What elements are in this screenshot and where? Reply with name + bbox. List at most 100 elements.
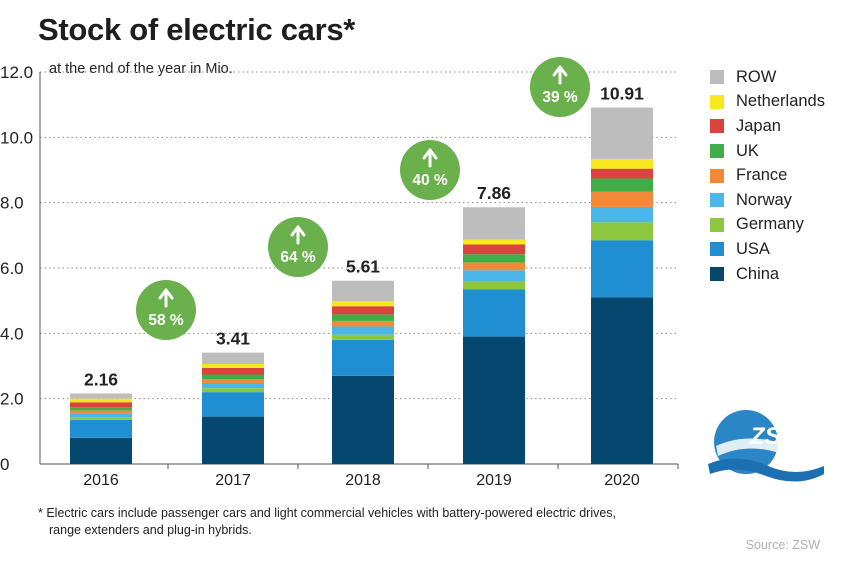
bar-segment-uk-2019 [463, 254, 525, 263]
bar-segment-china-2018 [332, 375, 394, 464]
bar-segment-row-2020 [591, 107, 653, 159]
bar-segment-uk-2016 [70, 407, 132, 411]
legend-label-japan: Japan [736, 116, 781, 135]
growth-badge [136, 280, 196, 340]
zsw-logo-wave-light [716, 438, 822, 458]
y-tick-label: 8.0 [0, 194, 24, 213]
bar-segment-usa-2018 [332, 339, 394, 376]
bar-segment-china-2020 [591, 297, 653, 464]
y-tick-label: 0 [0, 455, 9, 474]
bar-segment-row-2018 [332, 280, 394, 302]
growth-badge-label: 39 % [542, 89, 578, 106]
growth-badge [400, 140, 460, 200]
y-tick-label: 6.0 [0, 259, 24, 278]
bar-segment-france-2020 [591, 191, 653, 207]
y-tick-label: 12.0 [0, 63, 33, 82]
legend-item-usa: USA [710, 237, 825, 262]
bar-segment-china-2016 [70, 437, 132, 464]
legend-swatch-germany [710, 217, 724, 232]
bar-segment-uk-2017 [202, 374, 264, 380]
bar-segment-germany-2020 [591, 222, 653, 241]
bar-segment-china-2019 [463, 336, 525, 464]
legend-item-china: China [710, 262, 825, 287]
zsw-logo-text: ZSW [749, 423, 806, 450]
legend-swatch-row [710, 70, 724, 85]
x-tick-label: 2016 [83, 472, 119, 489]
growth-badge-label: 58 % [148, 312, 184, 329]
bar-segment-japan-2017 [202, 367, 264, 375]
growth-badge [530, 57, 590, 117]
total-label-2018: 5.61 [346, 257, 380, 277]
source-note: Source: ZSW [745, 538, 820, 552]
legend-label-netherlands: Netherlands [736, 92, 825, 111]
bar-segment-france-2018 [332, 320, 394, 327]
bar-segment-row-2019 [463, 207, 525, 240]
y-tick-label: 2.0 [0, 390, 24, 409]
footnote-line-2: range extenders and plug-in hybrids. [49, 523, 252, 537]
legend-swatch-japan [710, 119, 724, 134]
legend-label-usa: USA [736, 239, 770, 258]
bar-segment-norway-2020 [591, 206, 653, 223]
footnote-line-1: * Electric cars include passenger cars a… [38, 506, 617, 520]
chart-subtitle: at the end of the year in Mio. [49, 61, 233, 77]
growth-badge-label: 64 % [280, 249, 316, 266]
bar-segment-netherlands-2017 [202, 364, 264, 368]
legend-swatch-norway [710, 193, 724, 208]
legend-label-row: ROW [736, 67, 777, 86]
x-tick-label: 2018 [345, 472, 381, 489]
footnote: * Electric cars include passenger cars a… [38, 505, 728, 539]
up-arrow-icon [290, 225, 306, 245]
up-arrow-icon [422, 148, 438, 168]
bar-segment-germany-2018 [332, 334, 394, 340]
total-label-2019: 7.86 [477, 183, 511, 203]
bar-segment-usa-2016 [70, 419, 132, 438]
bar-segment-japan-2016 [70, 402, 132, 408]
bar-segment-usa-2019 [463, 289, 525, 337]
zsw-logo: ZSW [708, 410, 824, 482]
bar-segment-uk-2020 [591, 178, 653, 192]
legend-label-uk: UK [736, 141, 759, 160]
y-tick-label: 10.0 [0, 128, 33, 147]
legend-swatch-france [710, 168, 724, 183]
legend-label-germany: Germany [736, 215, 804, 234]
zsw-logo-wave [708, 458, 824, 482]
bar-segment-japan-2018 [332, 306, 394, 315]
bar-segment-netherlands-2020 [591, 158, 653, 169]
legend-item-france: France [710, 163, 825, 188]
total-label-2020: 10.91 [600, 84, 644, 104]
legend-label-norway: Norway [736, 190, 792, 209]
bar-segment-norway-2016 [70, 413, 132, 418]
legend-swatch-china [710, 267, 724, 282]
bar-segment-row-2016 [70, 393, 132, 399]
bar-segment-uk-2018 [332, 314, 394, 321]
bar-segment-norway-2018 [332, 326, 394, 335]
bar-segment-usa-2020 [591, 240, 653, 298]
legend-item-japan: Japan [710, 114, 825, 139]
bar-segment-japan-2019 [463, 244, 525, 255]
x-tick-label: 2017 [215, 472, 251, 489]
growth-badge [268, 217, 328, 277]
x-tick-label: 2019 [476, 472, 512, 489]
bar-segment-usa-2017 [202, 392, 264, 417]
up-arrow-icon [552, 65, 568, 85]
bar-segment-germany-2016 [70, 417, 132, 420]
bar-segment-germany-2019 [463, 281, 525, 290]
bar-segment-norway-2019 [463, 270, 525, 282]
bar-segment-china-2017 [202, 416, 264, 464]
growth-badge-label: 40 % [412, 172, 448, 189]
bar-segment-netherlands-2018 [332, 301, 394, 307]
legend-item-germany: Germany [710, 213, 825, 238]
bar-segment-japan-2020 [591, 168, 653, 179]
x-tick-label: 2020 [604, 472, 640, 489]
total-label-2016: 2.16 [84, 369, 118, 389]
up-arrow-icon [158, 288, 174, 308]
bar-segment-france-2017 [202, 379, 264, 383]
legend-item-norway: Norway [710, 188, 825, 213]
legend-label-france: France [736, 166, 788, 185]
bar-segment-france-2016 [70, 410, 132, 414]
total-label-2017: 3.41 [216, 329, 250, 349]
legend-swatch-uk [710, 144, 724, 159]
chart-legend: ROW Netherlands Japan UK France Norway G… [710, 65, 825, 286]
bar-segment-norway-2017 [202, 382, 264, 389]
